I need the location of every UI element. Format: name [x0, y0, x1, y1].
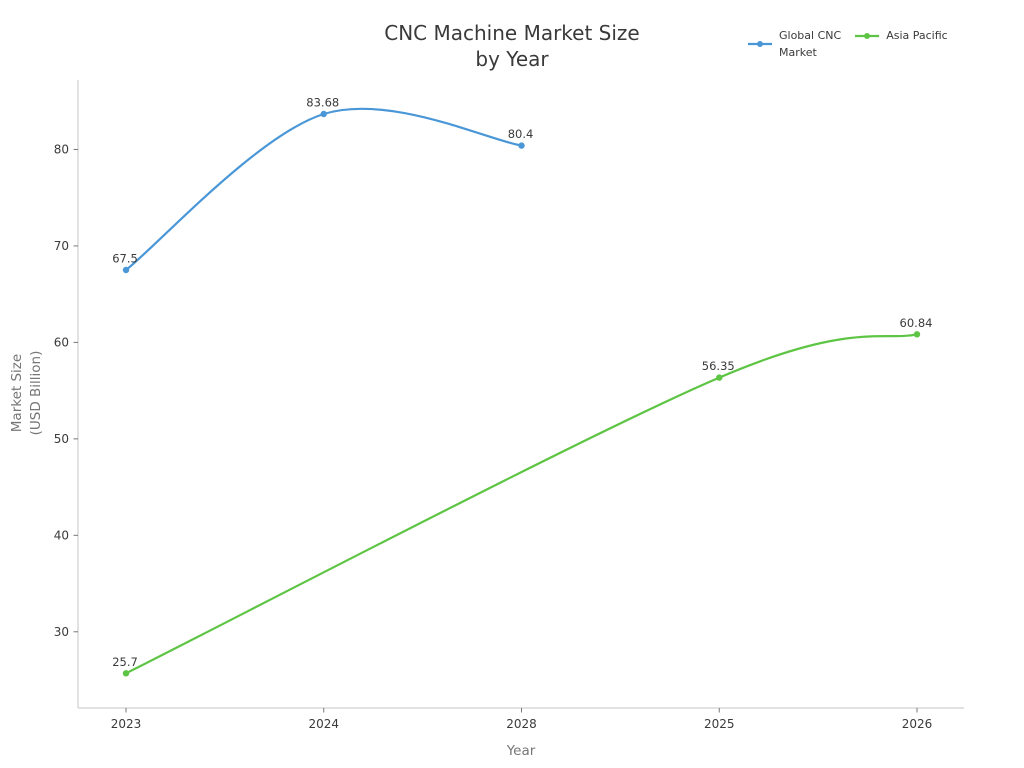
y-axis-label-line-2: (USD Billion)	[28, 350, 44, 436]
y-tick-label: 50	[54, 432, 69, 446]
x-tick-label: 2024	[308, 717, 339, 731]
y-axis-label-line-1: Market Size	[9, 353, 25, 433]
chart-title-line-2: by Year	[475, 47, 549, 71]
data-point	[518, 142, 525, 149]
data-point	[913, 331, 921, 338]
data-point	[716, 374, 723, 381]
x-tick-label: 2026	[902, 717, 933, 731]
data-point-label: 67.5	[112, 252, 138, 266]
legend-label-asia-pacific: Asia Pacific	[886, 27, 948, 44]
chart-title: CNC Machine Market Size by Year	[78, 20, 946, 72]
legend: Global CNC Market Asia Pacific	[747, 27, 948, 61]
legend-label-line: Market	[779, 46, 817, 59]
data-point-label: 80.4	[508, 127, 534, 141]
data-point-label: 25.7	[112, 655, 138, 669]
y-axis-label: Market Size (USD Billion)	[8, 351, 46, 436]
data-point-label: 60.84	[900, 316, 933, 330]
x-tick-label: 2028	[506, 717, 537, 731]
data-point-label: 83.68	[306, 96, 339, 110]
x-tick-label: 2025	[704, 717, 735, 731]
series-line-1	[124, 333, 919, 675]
legend-label-line: Asia Pacific	[886, 29, 948, 42]
legend-label-line: Global CNC	[779, 29, 842, 42]
data-point	[122, 670, 130, 677]
legend-item-global-cnc-market: Global CNC Market	[747, 27, 841, 61]
legend-item-asia-pacific: Asia Pacific	[854, 27, 948, 44]
legend-line-marker-icon	[748, 41, 772, 47]
y-tick-label: 40	[54, 529, 69, 543]
y-tick-label: 30	[54, 625, 69, 639]
x-tick-label: 2023	[111, 717, 142, 731]
legend-label-global-cnc-market: Global CNC Market	[779, 27, 841, 61]
series-line-0	[124, 107, 523, 272]
x-axis-label: Year	[506, 743, 536, 759]
y-tick-label: 70	[54, 239, 69, 253]
chart-title-line-1: CNC Machine Market Size	[384, 21, 640, 45]
data-point-label: 56.35	[702, 359, 735, 373]
data-point	[122, 266, 130, 274]
y-tick-label: 60	[54, 336, 69, 350]
legend-line-marker-icon	[855, 32, 880, 39]
data-point	[320, 110, 327, 118]
y-tick-label: 80	[54, 143, 69, 157]
